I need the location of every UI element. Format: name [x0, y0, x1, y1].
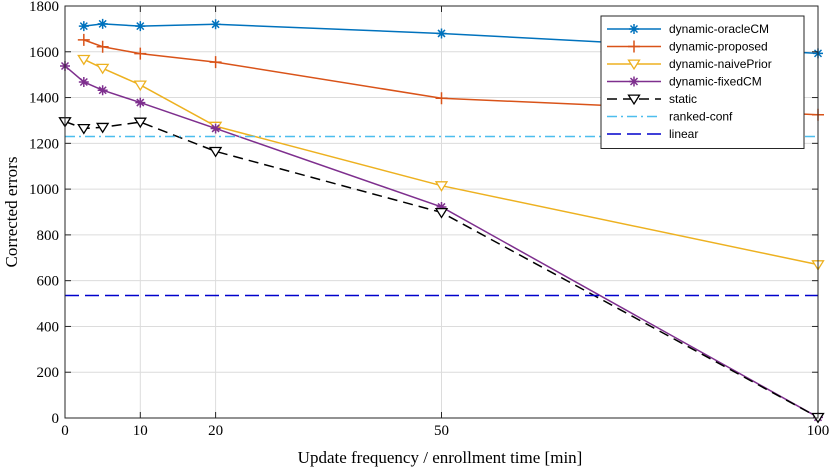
data-point: [210, 19, 221, 30]
data-point: [134, 47, 147, 60]
x-tick-label: 10: [133, 423, 148, 439]
y-tick-label: 1800: [29, 0, 59, 15]
x-tick-label: 0: [61, 423, 69, 439]
legend-item: linear: [607, 127, 698, 141]
legend-item: dynamic-oracleCM: [607, 22, 769, 36]
x-tick-label: 50: [434, 423, 449, 439]
data-point: [96, 40, 109, 53]
y-tick-label: 0: [52, 411, 60, 427]
legend-label: dynamic-oracleCM: [669, 22, 769, 36]
data-point: [133, 80, 147, 92]
y-tick-label: 1600: [29, 45, 59, 61]
axes: 0 200 400 600 800 1000 1200 1400 1600 1800 0 10 20 50…: [29, 0, 829, 439]
data-point: [77, 33, 90, 46]
data-point: [77, 54, 91, 66]
data-point: [78, 21, 89, 32]
data-point: [209, 56, 222, 69]
legend-label: dynamic-naivePrior: [669, 57, 772, 71]
legend-label: dynamic-proposed: [669, 40, 768, 54]
y-tick-label: 400: [37, 319, 60, 335]
data-point: [95, 63, 110, 75]
legend-marker: [627, 59, 641, 71]
data-point: [208, 146, 223, 158]
data-point: [434, 181, 449, 192]
y-tick-label: 1400: [29, 91, 59, 107]
legend-marker: [627, 94, 641, 106]
data-point: [436, 28, 447, 39]
legend-item: dynamic-fixedCM: [607, 75, 762, 89]
y-tick-label: 600: [37, 274, 60, 290]
legend-label: dynamic-fixedCM: [669, 75, 762, 89]
x-axis-label: Update frequency / enrollment time [min]: [298, 448, 583, 467]
x-tick-label: 20: [208, 423, 223, 439]
legend-label: linear: [669, 127, 698, 141]
y-axis-label: Corrected errors: [2, 157, 21, 268]
series-line: [83, 39, 819, 116]
data-point: [97, 85, 108, 96]
legend-label: ranked-conf: [669, 110, 733, 124]
y-tick-label: 200: [37, 365, 60, 381]
data-point: [77, 123, 91, 135]
series-dynamic-naivePrior: [77, 54, 825, 271]
legend-marker: [629, 76, 639, 87]
legend-label: static: [669, 92, 697, 106]
series-dynamic-proposed: [77, 33, 824, 121]
data-point: [436, 201, 447, 212]
data-point: [435, 92, 448, 105]
legend-marker: [628, 40, 640, 53]
data-point: [78, 76, 89, 87]
data-point: [133, 117, 147, 129]
legend-item: static: [607, 92, 697, 106]
legend-item: ranked-conf: [607, 110, 733, 124]
y-tick-label: 1000: [29, 182, 59, 198]
legend-item: dynamic-proposed: [607, 40, 768, 54]
legend-marker: [629, 24, 639, 34]
data-point: [135, 97, 146, 108]
legend-item: dynamic-naivePrior: [607, 57, 772, 71]
data-point: [97, 18, 108, 29]
data-point: [95, 122, 110, 134]
y-tick-label: 800: [37, 228, 60, 244]
y-tick-label: 1200: [29, 136, 59, 152]
data-point: [434, 207, 449, 219]
x-tick-label: 100: [807, 423, 830, 439]
legend: dynamic-oracleCM dynamic-proposed dynamic-…: [600, 15, 805, 149]
data-point: [210, 123, 221, 134]
data-point: [135, 21, 146, 32]
